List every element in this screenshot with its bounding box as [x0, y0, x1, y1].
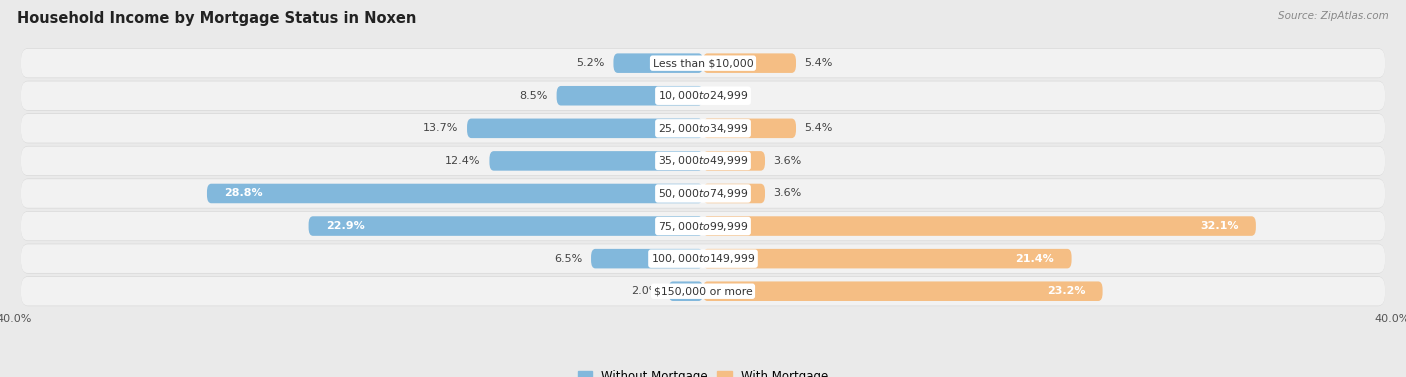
FancyBboxPatch shape [21, 244, 1385, 273]
FancyBboxPatch shape [703, 249, 1071, 268]
FancyBboxPatch shape [21, 212, 1385, 241]
FancyBboxPatch shape [613, 54, 703, 73]
Text: $10,000 to $24,999: $10,000 to $24,999 [658, 89, 748, 102]
FancyBboxPatch shape [703, 54, 796, 73]
Text: 12.4%: 12.4% [446, 156, 481, 166]
FancyBboxPatch shape [21, 81, 1385, 110]
Text: 28.8%: 28.8% [224, 188, 263, 198]
FancyBboxPatch shape [308, 216, 703, 236]
FancyBboxPatch shape [21, 179, 1385, 208]
FancyBboxPatch shape [21, 114, 1385, 143]
Text: 6.5%: 6.5% [554, 254, 582, 264]
FancyBboxPatch shape [21, 244, 1385, 274]
FancyBboxPatch shape [489, 151, 703, 171]
FancyBboxPatch shape [703, 151, 765, 171]
Text: 2.0%: 2.0% [631, 286, 659, 296]
FancyBboxPatch shape [703, 282, 1102, 301]
Text: 8.5%: 8.5% [520, 91, 548, 101]
FancyBboxPatch shape [591, 249, 703, 268]
Text: Less than $10,000: Less than $10,000 [652, 58, 754, 68]
Text: 13.7%: 13.7% [423, 123, 458, 133]
FancyBboxPatch shape [21, 211, 1385, 241]
FancyBboxPatch shape [21, 48, 1385, 78]
FancyBboxPatch shape [21, 49, 1385, 78]
FancyBboxPatch shape [21, 276, 1385, 306]
FancyBboxPatch shape [21, 113, 1385, 143]
FancyBboxPatch shape [703, 118, 796, 138]
Text: 32.1%: 32.1% [1201, 221, 1239, 231]
FancyBboxPatch shape [21, 146, 1385, 176]
Text: $25,000 to $34,999: $25,000 to $34,999 [658, 122, 748, 135]
Text: 22.9%: 22.9% [326, 221, 364, 231]
Text: $35,000 to $49,999: $35,000 to $49,999 [658, 155, 748, 167]
Text: 0.0%: 0.0% [711, 91, 740, 101]
Text: $100,000 to $149,999: $100,000 to $149,999 [651, 252, 755, 265]
Text: 3.6%: 3.6% [773, 156, 801, 166]
Text: 23.2%: 23.2% [1047, 286, 1085, 296]
Text: Source: ZipAtlas.com: Source: ZipAtlas.com [1278, 11, 1389, 21]
FancyBboxPatch shape [557, 86, 703, 106]
FancyBboxPatch shape [21, 178, 1385, 208]
Text: $50,000 to $74,999: $50,000 to $74,999 [658, 187, 748, 200]
Text: 5.4%: 5.4% [804, 58, 832, 68]
Text: 3.6%: 3.6% [773, 188, 801, 198]
Text: $75,000 to $99,999: $75,000 to $99,999 [658, 219, 748, 233]
FancyBboxPatch shape [703, 216, 1256, 236]
FancyBboxPatch shape [703, 184, 765, 203]
Text: $150,000 or more: $150,000 or more [654, 286, 752, 296]
FancyBboxPatch shape [467, 118, 703, 138]
FancyBboxPatch shape [669, 282, 703, 301]
Text: 5.2%: 5.2% [576, 58, 605, 68]
FancyBboxPatch shape [21, 147, 1385, 175]
FancyBboxPatch shape [21, 81, 1385, 111]
Text: 21.4%: 21.4% [1015, 254, 1054, 264]
Text: Household Income by Mortgage Status in Noxen: Household Income by Mortgage Status in N… [17, 11, 416, 26]
Text: 5.4%: 5.4% [804, 123, 832, 133]
FancyBboxPatch shape [21, 277, 1385, 305]
FancyBboxPatch shape [207, 184, 703, 203]
Legend: Without Mortgage, With Mortgage: Without Mortgage, With Mortgage [574, 365, 832, 377]
